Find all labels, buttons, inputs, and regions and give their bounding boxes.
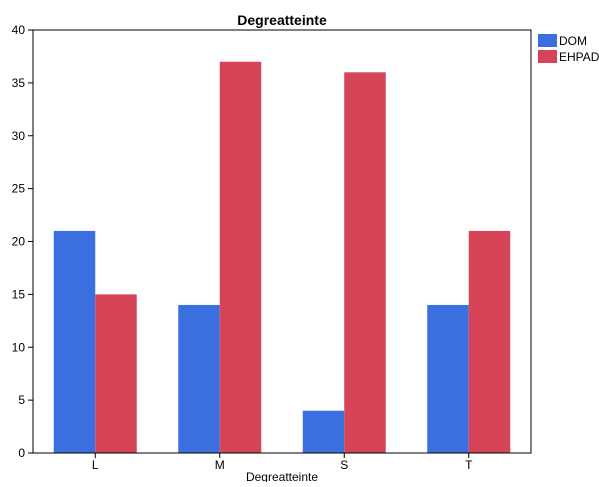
bar-ehpad-t [468,230,511,453]
y-tick-label: 5 [18,393,25,407]
x-axis-label: Degreatteinte [246,470,318,482]
bar-ehpad-m [219,61,262,453]
x-tick-label: M [215,458,225,472]
y-tick-label: 10 [12,340,26,354]
x-tick-label: S [340,458,348,472]
legend: DOM EHPAD [538,34,599,64]
bar-dom-t [427,304,469,453]
legend-label-ehpad: EHPAD [559,50,599,64]
chart-title: Degreatteinte [237,12,327,28]
y-tick-label: 35 [12,76,26,90]
x-tick-label: L [92,458,99,472]
y-tick-label: 15 [12,287,26,301]
y-tick-label: 0 [18,446,25,460]
legend-swatch-ehpad [538,50,557,63]
bar-dom-m [178,304,220,453]
y-tick-label: 40 [12,23,26,37]
y-tick-label: 25 [12,182,26,196]
bar-dom-s [302,410,345,453]
plot-area: 0 5 10 15 20 25 30 35 40 L M S T [12,23,532,472]
x-tick-label: T [465,458,473,472]
legend-swatch-dom [538,34,557,47]
bar-dom-l [53,230,96,453]
bar-ehpad-l [95,294,137,454]
legend-label-dom: DOM [559,34,587,48]
y-tick-label: 20 [12,235,26,249]
y-tick-label: 30 [12,129,26,143]
bar-ehpad-s [344,72,386,454]
